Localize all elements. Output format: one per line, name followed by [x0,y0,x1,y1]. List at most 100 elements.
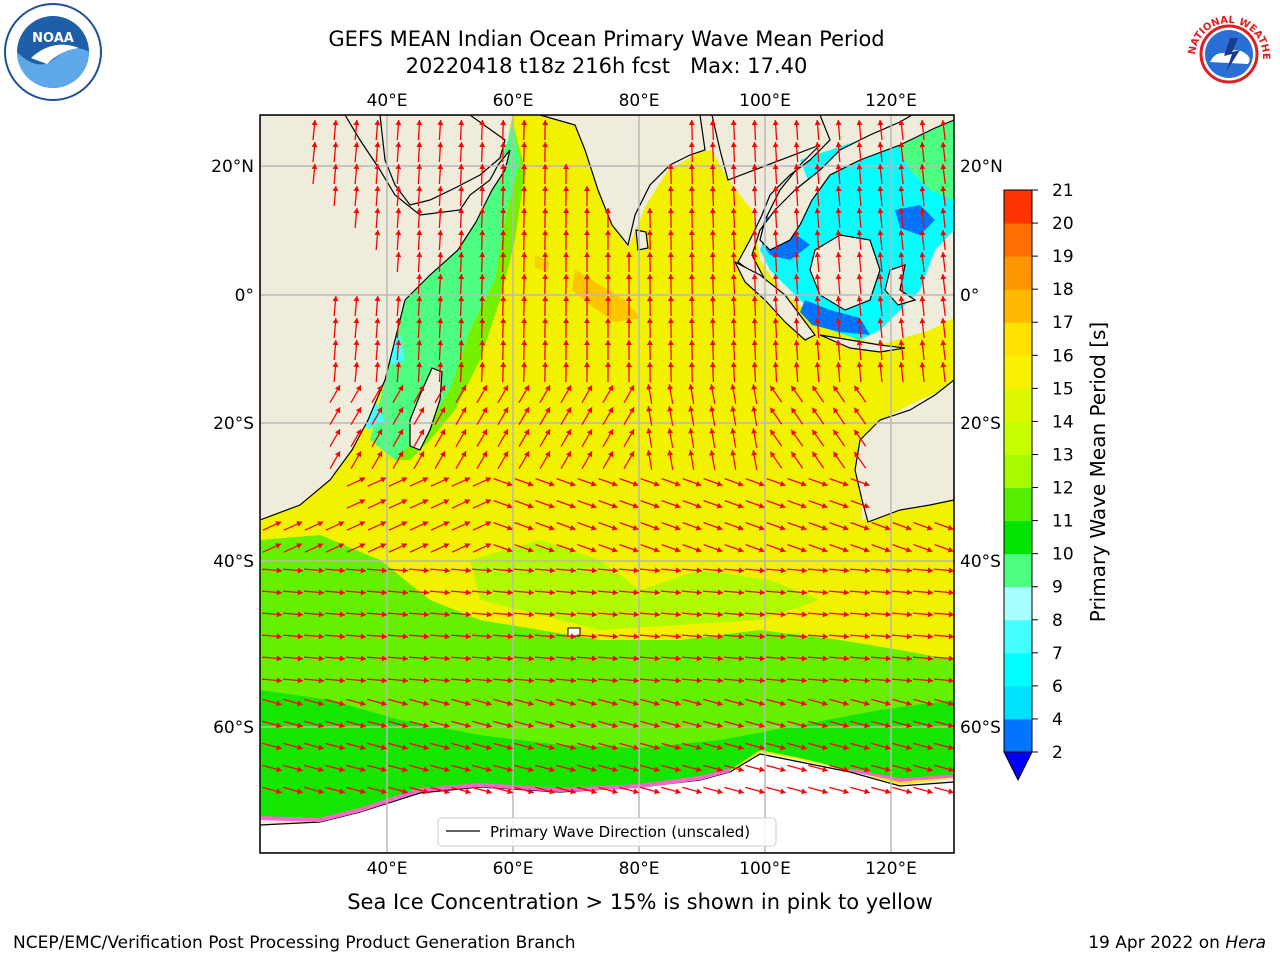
wave-arrow-head [416,340,423,346]
wave-arrow-head [563,252,570,257]
wave-arrow-head [751,186,758,192]
wave-arrow-head [864,567,870,574]
wave-arrow-head [591,700,597,707]
wave-arrow-head [779,546,786,553]
wave-arrow-head [423,677,429,684]
wave-arrow-head [318,589,324,596]
wave-arrow-head [780,677,786,684]
colorbar-swatch [1004,718,1032,753]
wave-arrow-head [523,451,530,458]
wave-arrow-head [906,700,912,707]
land-sri-lanka [635,229,649,251]
wave-arrow-head [898,164,905,170]
wave-arrow-head [793,274,800,280]
wave-arrow-head [542,230,549,236]
wave-arrow-head [464,543,471,549]
wave-arrow-head [437,274,444,280]
wave-arrow-head [856,120,863,126]
wave-arrow-head [688,142,695,148]
map-legend: Primary Wave Direction (unscaled) [437,817,777,847]
wave-arrow-head [877,296,884,302]
wave-arrow-head [565,385,572,392]
wave-arrow-head [633,722,639,729]
wave-arrow-head [591,589,597,596]
wave-arrow-head [570,567,576,574]
wave-arrow-head [507,744,513,751]
wave-arrow-head [919,230,926,236]
wave-arrow-head [877,362,884,368]
wave-arrow-head [667,406,674,412]
wave-arrow-head [814,230,821,236]
wave-arrow-head [633,611,639,618]
wave-arrow-head [688,384,695,390]
wave-arrow-head [500,274,507,280]
colorbar-swatch [1004,421,1032,455]
wave-arrow-head [898,120,905,126]
wave-arrow-head [759,633,765,640]
wave-arrow-head [353,164,360,170]
wave-arrow-head [717,722,723,729]
wave-arrow-head [402,788,408,795]
wave-arrow-head [458,230,465,236]
wave-arrow-head [479,318,486,324]
wave-arrow-head [437,230,444,236]
wave-arrow-head [898,274,905,280]
wave-arrow-head [500,186,507,192]
wave-arrow-head [318,567,324,574]
wave-arrow-head [919,120,926,126]
wave-arrow-head [633,700,639,707]
wave-arrow-head [422,499,429,505]
wave-arrow-head [812,385,818,392]
wave-arrow-head [275,543,282,549]
wave-arrow-head [297,788,303,795]
wave-arrow-head [395,142,402,148]
wave-arrow-head [444,567,450,574]
wave-arrow-head [607,451,614,458]
wave-arrow-head [709,230,716,236]
wave-arrow-head [586,385,593,392]
wave-arrow-head [591,788,597,795]
wave-arrow-head [437,252,444,258]
wave-arrow-head [751,406,758,412]
wave-arrow-head [423,744,429,751]
wave-arrow-head [864,655,870,662]
wave-arrow-head [780,700,786,707]
wave-arrow-head [458,296,465,302]
wave-arrow-head [542,208,549,214]
wave-arrow-head [885,589,891,596]
wave-arrow-head [709,450,716,456]
wave-arrow-head [500,296,507,302]
wave-arrow-head [814,164,821,170]
wave-arrow-head [835,296,842,302]
wave-arrow-head [709,318,716,324]
wave-arrow-head [416,142,423,148]
wave-arrow-head [500,164,507,170]
wave-arrow-head [948,744,954,751]
wave-arrow-head [856,318,863,324]
wave-arrow-head [422,477,429,483]
wave-arrow-head [906,611,912,618]
wave-arrow-head [527,546,534,553]
wave-arrow-head [374,120,381,126]
colorbar-swatch [1004,685,1032,720]
wave-arrow-head [521,362,528,368]
wave-arrow-head [947,546,954,553]
wave-arrow-head [460,451,467,458]
wave-arrow-head [791,385,797,392]
wave-arrow-head [758,546,765,553]
wave-arrow-head [401,477,408,483]
wave-arrow-head [528,611,534,618]
wave-arrow-head [479,120,486,126]
wave-arrow-head [297,655,303,662]
wave-arrow-head [569,524,576,531]
wave-arrow-head [822,700,828,707]
wave-arrow-head [919,318,926,324]
wave-arrow-head [486,722,492,729]
wave-arrow-head [843,589,849,596]
wave-arrow-head [948,655,954,662]
wave-arrow-head [833,429,839,436]
wave-arrow-head [654,744,660,751]
wave-arrow-head [458,340,465,346]
wave-arrow-head [801,677,807,684]
land-india [539,115,706,247]
